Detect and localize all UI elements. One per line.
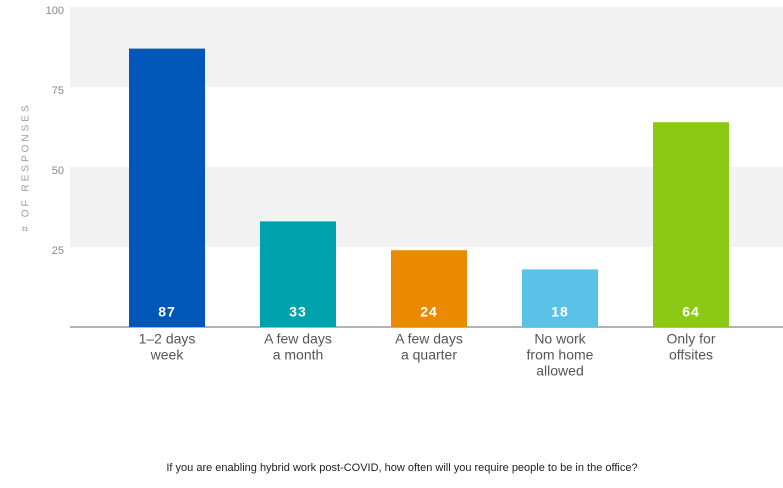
x-tick-label: offsites bbox=[669, 347, 713, 363]
y-tick-label: 50 bbox=[52, 165, 64, 177]
value-label: 87 bbox=[158, 304, 176, 320]
x-tick-label: Only for bbox=[666, 331, 715, 347]
value-label: 64 bbox=[682, 304, 700, 320]
value-label: 18 bbox=[551, 304, 569, 320]
y-axis-label: # OF RESPONSES bbox=[21, 102, 32, 231]
bar bbox=[522, 269, 598, 327]
x-tick-label: from home bbox=[527, 347, 594, 363]
x-tick-label: week bbox=[150, 347, 185, 363]
bar bbox=[129, 48, 205, 327]
x-tick-label: A few days bbox=[395, 331, 463, 347]
x-tick-label: a month bbox=[273, 347, 324, 363]
x-tick-label: 1–2 days bbox=[139, 331, 196, 347]
bar bbox=[391, 250, 467, 327]
x-tick-label: A few days bbox=[264, 331, 332, 347]
caption: If you are enabling hybrid work post-COV… bbox=[166, 462, 637, 474]
y-tick-label: 100 bbox=[46, 5, 64, 17]
bar bbox=[260, 221, 336, 327]
y-tick-label: 75 bbox=[52, 85, 64, 97]
x-tick-label: a quarter bbox=[401, 347, 457, 363]
value-label: 33 bbox=[289, 304, 307, 320]
bar bbox=[653, 122, 729, 327]
value-label: 24 bbox=[420, 304, 438, 320]
y-tick-label: 25 bbox=[52, 245, 64, 257]
x-tick-label: allowed bbox=[536, 363, 583, 379]
x-tick-label: No work bbox=[534, 331, 586, 347]
